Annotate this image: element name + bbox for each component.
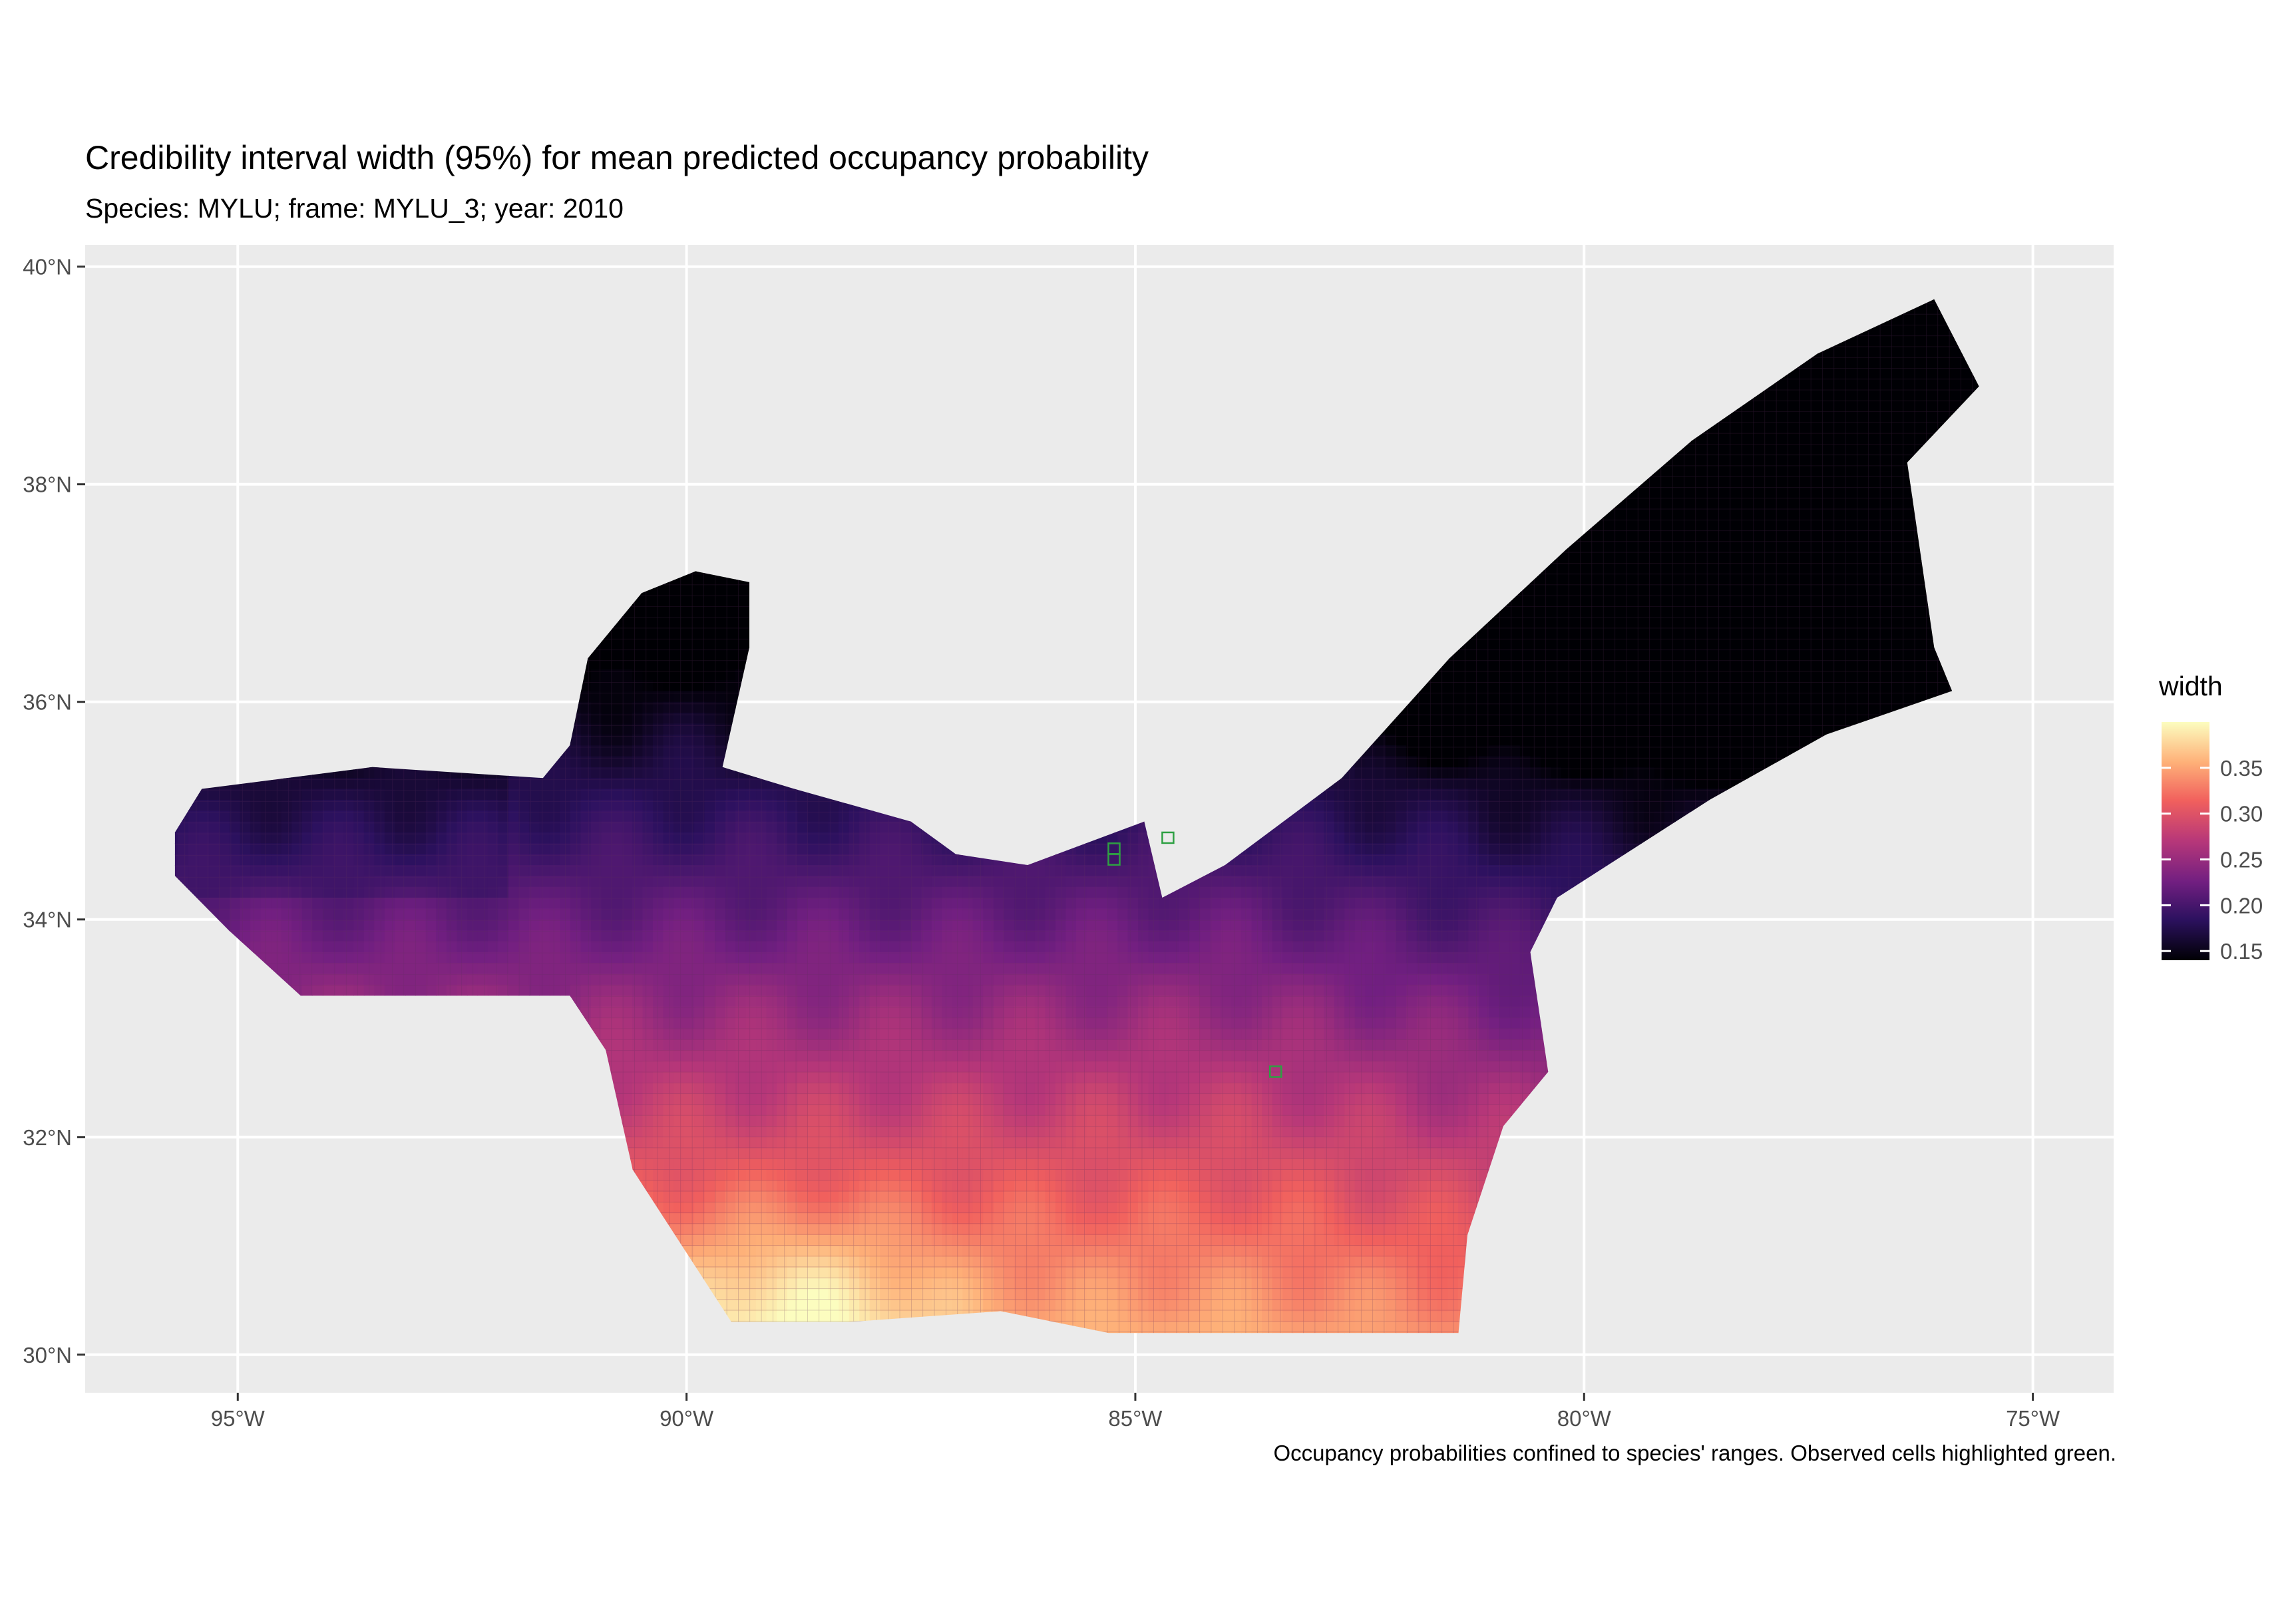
chart-title: Credibility interval width (95%) for mea… [85,138,1149,177]
chart-subtitle: Species: MYLU; frame: MYLU_3; year: 2010 [85,193,624,224]
